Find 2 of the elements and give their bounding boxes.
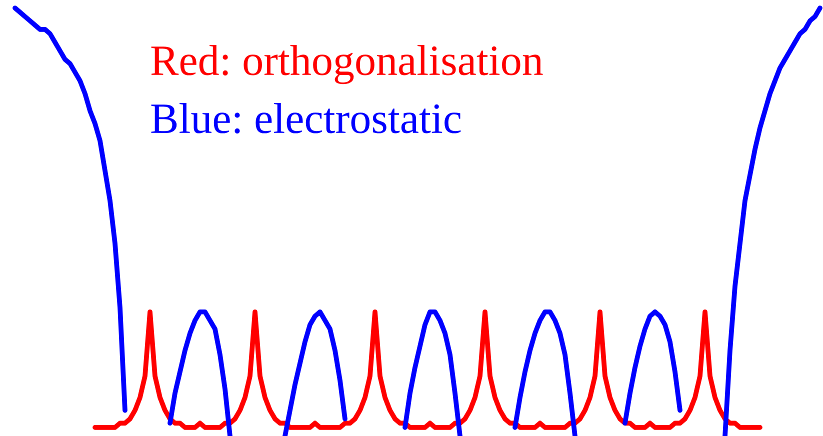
series-label: Blue: electrostatic: [151, 103, 461, 134]
text: Red: orthogonalisation: [151, 45, 543, 84]
